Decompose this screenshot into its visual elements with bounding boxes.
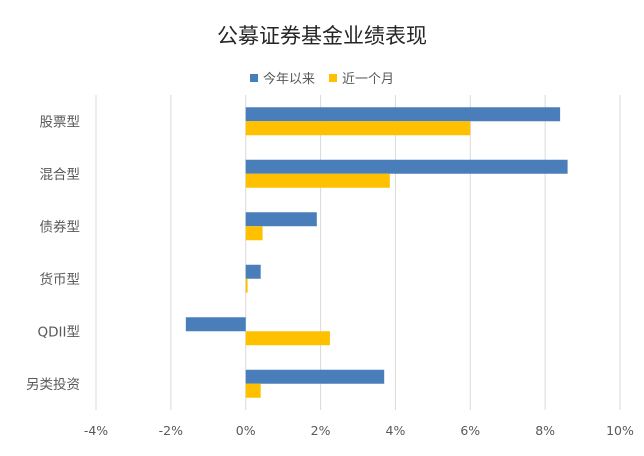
x-tick-label: 10% xyxy=(606,423,634,438)
x-tick-label: -2% xyxy=(159,423,183,438)
legend-swatch-series-1 xyxy=(249,73,258,82)
bar-series-1 xyxy=(245,369,385,384)
category-label: 债券型 xyxy=(40,219,81,235)
legend-swatch-series-2 xyxy=(329,73,337,82)
bar-series-1 xyxy=(245,264,261,279)
bar-series-2 xyxy=(245,121,471,136)
legend-item-series-2: 近一个月 xyxy=(329,68,394,87)
x-tick-label: 8% xyxy=(535,423,555,438)
x-tick-label: 0% xyxy=(236,423,256,438)
category-label: 混合型 xyxy=(40,167,81,183)
legend-label-series-1: 今年以来 xyxy=(262,72,315,87)
bar-series-1 xyxy=(185,317,246,332)
category-label: 股票型 xyxy=(40,114,81,130)
legend-label-series-2: 近一个月 xyxy=(342,72,395,87)
category-label: 货币型 xyxy=(40,271,81,288)
x-tick-label: 6% xyxy=(460,423,480,438)
bar-series-2 xyxy=(245,278,248,293)
bar-series-2 xyxy=(245,331,330,346)
bar-series-1 xyxy=(245,212,317,227)
bar-series-2 xyxy=(245,226,263,241)
x-tick-label: 2% xyxy=(311,423,331,438)
bar-series-2 xyxy=(245,173,390,188)
category-label: 另类投资 xyxy=(26,377,80,393)
chart-title: 公募证券基金业绩表现 xyxy=(217,24,427,48)
x-tick-label: 4% xyxy=(386,423,406,438)
legend: 今年以来 近一个月 xyxy=(0,68,644,87)
legend-item-series-1: 今年以来 xyxy=(249,68,315,87)
bar-series-1 xyxy=(245,107,561,122)
category-label: QDII型 xyxy=(38,324,80,340)
bar-series-2 xyxy=(245,383,261,398)
x-tick-label: -4% xyxy=(84,423,108,438)
bar-series-1 xyxy=(245,159,568,174)
